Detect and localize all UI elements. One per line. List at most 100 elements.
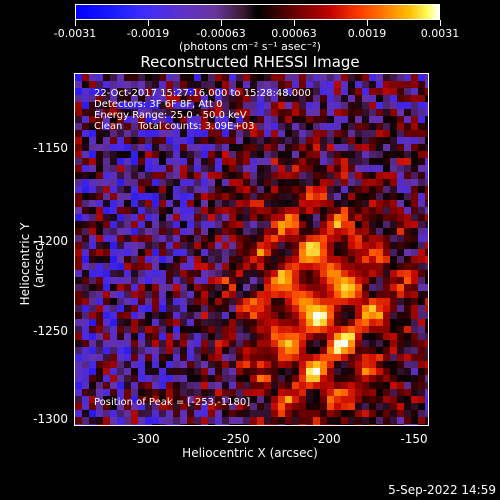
image-pixel [103,410,110,417]
image-pixel [103,368,110,375]
image-pixel [411,200,418,207]
image-pixel [257,116,264,123]
image-pixel [348,298,355,305]
image-pixel [194,382,201,389]
image-pixel [124,165,131,172]
image-pixel [75,284,82,291]
image-pixel [320,200,327,207]
image-pixel [264,235,271,242]
image-pixel [194,291,201,298]
image-pixel [117,340,124,347]
image-pixel [299,284,306,291]
image-pixel [75,214,82,221]
image-pixel [404,242,411,249]
image-pixel [138,368,145,375]
image-pixel [208,403,215,410]
image-pixel [159,424,166,425]
image-pixel [215,319,222,326]
image-pixel [117,291,124,298]
image-pixel [194,424,201,425]
image-pixel [299,340,306,347]
image-pixel [103,116,110,123]
image-pixel [180,102,187,109]
image-pixel [292,151,299,158]
image-pixel [271,333,278,340]
image-pixel [75,361,82,368]
image-pixel [180,88,187,95]
image-pixel [404,354,411,361]
image-pixel [152,214,159,221]
image-pixel [215,326,222,333]
image-pixel [341,354,348,361]
image-pixel [145,158,152,165]
image-pixel [390,228,397,235]
image-pixel [89,347,96,354]
image-pixel [124,179,131,186]
image-pixel [201,193,208,200]
image-pixel [138,354,145,361]
image-pixel [96,109,103,116]
image-pixel [306,74,313,81]
image-pixel [96,354,103,361]
image-pixel [341,403,348,410]
image-pixel [397,263,404,270]
image-pixel [390,130,397,137]
image-pixel [103,102,110,109]
image-pixel [397,403,404,410]
image-pixel [355,403,362,410]
image-pixel [159,109,166,116]
image-pixel [103,88,110,95]
image-pixel [215,228,222,235]
image-pixel [334,284,341,291]
image-pixel [96,270,103,277]
image-pixel [257,284,264,291]
image-pixel [82,305,89,312]
image-pixel [341,130,348,137]
image-pixel [75,165,82,172]
image-pixel [320,123,327,130]
image-pixel [292,270,299,277]
image-pixel [285,375,292,382]
image-pixel [75,179,82,186]
image-pixel [390,375,397,382]
image-pixel [334,417,341,424]
image-pixel [341,326,348,333]
image-pixel [229,340,236,347]
image-pixel [180,207,187,214]
image-pixel [166,410,173,417]
image-pixel [418,312,425,319]
image-pixel [173,382,180,389]
image-pixel [180,74,187,81]
image-pixel [264,256,271,263]
image-pixel [362,179,369,186]
image-pixel [348,263,355,270]
image-pixel [404,172,411,179]
image-pixel [250,200,257,207]
image-pixel [173,102,180,109]
image-pixel [425,382,428,389]
image-pixel [89,151,96,158]
image-pixel [194,95,201,102]
image-pixel [285,403,292,410]
image-pixel [327,312,334,319]
image-pixel [222,165,229,172]
image-pixel [243,410,250,417]
image-pixel [278,81,285,88]
image-pixel [334,200,341,207]
image-pixel [390,102,397,109]
image-pixel [236,347,243,354]
image-pixel [82,375,89,382]
image-pixel [383,396,390,403]
image-pixel [166,214,173,221]
image-pixel [250,88,257,95]
image-pixel [110,144,117,151]
image-pixel [229,172,236,179]
image-pixel [362,221,369,228]
colorbar-tick [221,20,222,26]
image-pixel [362,74,369,81]
image-pixel [404,347,411,354]
image-pixel [355,354,362,361]
image-pixel [124,95,131,102]
image-pixel [166,340,173,347]
image-pixel [264,242,271,249]
